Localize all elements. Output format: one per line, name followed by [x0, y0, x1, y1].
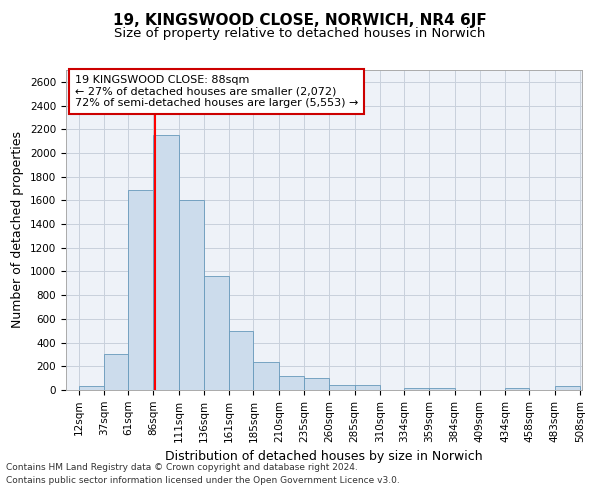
- Bar: [128, 190, 154, 390]
- Bar: [204, 276, 229, 390]
- Text: Contains public sector information licensed under the Open Government Licence v3: Contains public sector information licen…: [6, 476, 400, 485]
- Bar: [279, 376, 304, 390]
- Bar: [404, 388, 430, 390]
- Bar: [505, 388, 529, 390]
- Bar: [179, 200, 204, 390]
- Text: 19 KINGSWOOD CLOSE: 88sqm
← 27% of detached houses are smaller (2,072)
72% of se: 19 KINGSWOOD CLOSE: 88sqm ← 27% of detac…: [74, 75, 358, 108]
- Bar: [253, 362, 279, 390]
- Y-axis label: Number of detached properties: Number of detached properties: [11, 132, 25, 328]
- Text: 19, KINGSWOOD CLOSE, NORWICH, NR4 6JF: 19, KINGSWOOD CLOSE, NORWICH, NR4 6JF: [113, 12, 487, 28]
- Bar: [329, 386, 355, 390]
- Bar: [304, 378, 329, 390]
- Bar: [104, 354, 128, 390]
- Bar: [154, 135, 179, 390]
- X-axis label: Distribution of detached houses by size in Norwich: Distribution of detached houses by size …: [165, 450, 483, 463]
- Bar: [355, 386, 380, 390]
- Bar: [229, 330, 253, 390]
- Bar: [79, 386, 104, 390]
- Text: Contains HM Land Registry data © Crown copyright and database right 2024.: Contains HM Land Registry data © Crown c…: [6, 464, 358, 472]
- Bar: [430, 388, 455, 390]
- Bar: [555, 386, 580, 390]
- Text: Size of property relative to detached houses in Norwich: Size of property relative to detached ho…: [115, 28, 485, 40]
